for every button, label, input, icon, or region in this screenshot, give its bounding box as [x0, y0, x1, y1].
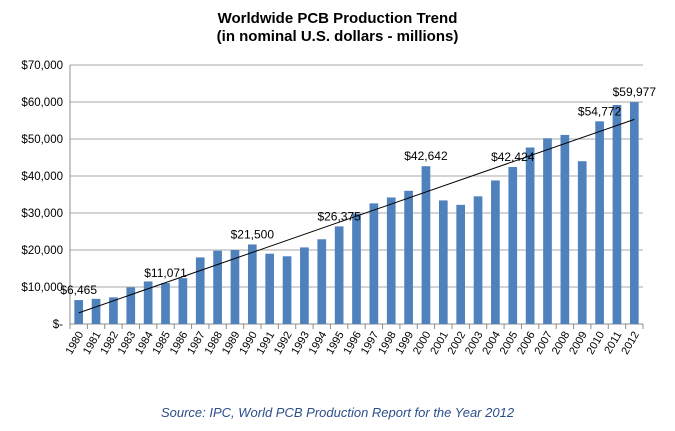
bar	[230, 250, 240, 324]
x-tick-label: 2012	[619, 330, 642, 357]
bar	[508, 167, 518, 324]
bar	[195, 257, 205, 324]
bar	[265, 253, 275, 324]
data-label: $21,500	[231, 227, 275, 241]
y-tick-label: $60,000	[21, 97, 63, 109]
data-label: $59,977	[613, 85, 657, 99]
data-label: $42,424	[491, 150, 535, 164]
y-tick-label: $10,000	[21, 282, 63, 294]
bar	[178, 278, 188, 324]
x-tick-labels: 1980198119821983198419851986198719881989…	[64, 329, 642, 356]
data-label: $6,465	[60, 283, 97, 297]
bar	[247, 244, 257, 324]
bar	[577, 161, 587, 324]
bar	[456, 204, 466, 324]
bar	[491, 180, 500, 324]
y-tick-label: $70,000	[21, 60, 63, 72]
data-label: $54,772	[578, 104, 622, 118]
bar	[74, 300, 84, 324]
data-label: $42,642	[404, 149, 448, 163]
bar	[213, 250, 222, 324]
chart-title: Worldwide PCB Production Trend	[217, 10, 458, 27]
data-label: $11,071	[144, 266, 187, 280]
y-tick-labels: $- $10,000 $20,000 $30,000 $40,000 $50,000 $60…	[21, 60, 63, 331]
bar	[404, 190, 413, 324]
y-tick-label: $30,000	[21, 208, 63, 220]
source-note: Source: IPC, World PCB Production Report…	[160, 405, 515, 420]
bar	[421, 166, 431, 324]
data-labels: $6,465 $11,071 $21,500 $26,375 $42,642 $42,42…	[60, 85, 656, 297]
trend-line-group	[78, 118, 635, 314]
bar	[126, 287, 136, 324]
bar	[109, 297, 118, 324]
bar	[438, 200, 448, 324]
bar	[300, 247, 309, 324]
bar	[282, 256, 292, 324]
bar	[629, 102, 639, 324]
bar	[143, 281, 153, 324]
bar	[161, 283, 170, 324]
x-tick-label: 2010	[585, 330, 608, 357]
trend-line	[78, 118, 635, 314]
bar	[386, 197, 396, 324]
bar	[560, 134, 570, 324]
y-tick-label: $20,000	[21, 245, 63, 257]
bar	[525, 147, 535, 324]
y-tick-label: $40,000	[21, 171, 63, 183]
y-tick-label: $-	[53, 319, 63, 331]
bar	[473, 196, 483, 324]
bar	[334, 226, 344, 324]
data-label: $26,375	[317, 209, 361, 223]
y-tick-label: $50,000	[21, 134, 63, 146]
bars	[74, 102, 639, 325]
bar	[612, 104, 622, 325]
bar	[317, 239, 327, 324]
bar	[595, 121, 604, 324]
bar	[543, 138, 552, 324]
chart-subtitle: (in nominal U.S. dollars - millions)	[216, 28, 459, 45]
bar	[352, 213, 361, 324]
bar-chart: $6,465 $11,071 $21,500 $26,375 $42,642 $42,42…	[21, 60, 656, 357]
bar	[91, 298, 101, 324]
bar	[369, 203, 379, 324]
